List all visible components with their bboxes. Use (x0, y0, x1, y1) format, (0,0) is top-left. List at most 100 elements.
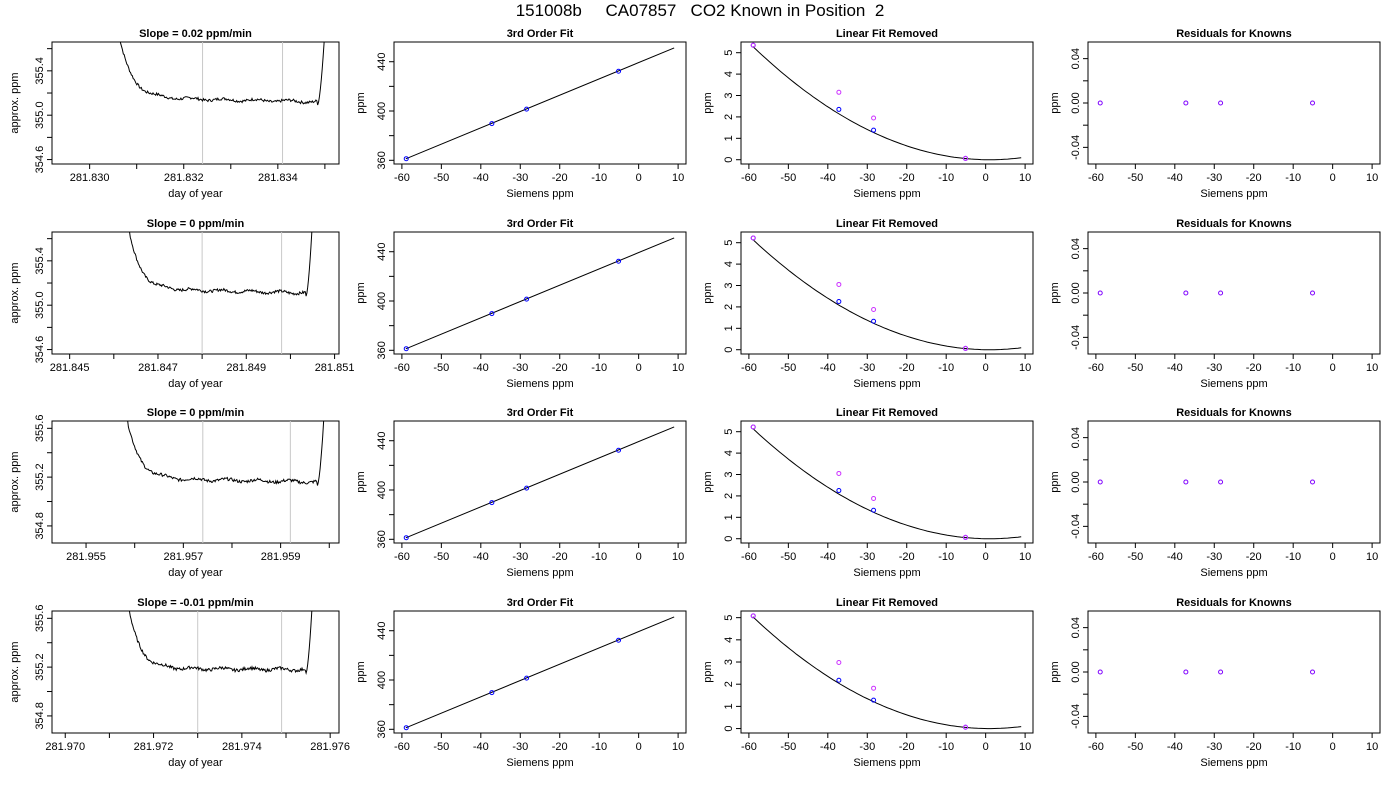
plot-frame (1087, 231, 1381, 355)
x-tick-label: -40 (473, 172, 489, 184)
plot-frame (740, 41, 1034, 165)
x-tick-label: -50 (433, 551, 449, 563)
x-tick-label: -40 (1167, 741, 1183, 753)
chart-panel: 3rd Order Fit -60 -50 -40 -30 -20 -10 0 10 360 400… (355, 407, 687, 579)
y-tick-label: 355.2 (34, 653, 46, 681)
x-tick-label: -40 (1167, 172, 1183, 184)
plot-frame (1087, 41, 1381, 165)
data-point (403, 156, 409, 162)
plot-frame (740, 610, 1034, 734)
y-tick-label: 354.6 (34, 146, 46, 174)
residual-point (1183, 669, 1189, 675)
x-tick-label: 10 (1366, 172, 1378, 184)
plot-area (1097, 290, 1316, 296)
x-tick-label: -40 (473, 551, 489, 563)
plot-area (750, 424, 1022, 540)
x-tick-label: -40 (820, 172, 836, 184)
y-axis-label: approx. ppm (9, 451, 21, 512)
chart-title: Linear Fit Removed (836, 28, 938, 40)
x-axis-label: Siemens ppm (1200, 757, 1267, 769)
x-tick-label: -60 (741, 172, 757, 184)
data-point (836, 470, 842, 476)
data-point (871, 685, 877, 691)
y-tick-label: 3 (723, 471, 735, 477)
plot-area (127, 421, 325, 543)
plot-area (1097, 479, 1316, 485)
y-tick-label: 5 (723, 240, 735, 246)
x-tick-label: 0 (636, 551, 642, 563)
data-point (524, 675, 530, 681)
x-axis-label: Siemens ppm (1200, 378, 1267, 390)
chart-title: Residuals for Knowns (1176, 28, 1292, 40)
x-tick-label: -20 (552, 362, 568, 374)
y-tick-label: 0.00 (1070, 471, 1082, 492)
plot-frame (393, 41, 687, 165)
x-tick-label: -60 (1088, 551, 1104, 563)
y-tick-label: 354.6 (34, 336, 46, 364)
y-tick-label: 355.6 (34, 605, 46, 633)
plot-area (750, 42, 1022, 161)
data-point (871, 318, 877, 324)
x-tick-label: -60 (1088, 172, 1104, 184)
x-tick-label: -60 (1088, 362, 1104, 374)
residual-point (1183, 290, 1189, 296)
data-point (489, 500, 495, 506)
y-axis-label: ppm (355, 92, 367, 113)
fit-line (405, 237, 675, 350)
y-tick-label: 355.6 (34, 415, 46, 443)
x-tick-label: -30 (1206, 362, 1222, 374)
x-tick-label: -10 (1285, 551, 1301, 563)
y-tick-label: 5 (723, 429, 735, 435)
chart-title: Slope = 0 ppm/min (147, 218, 245, 230)
x-tick-label: -10 (1285, 741, 1301, 753)
chart-panel: Residuals for Knowns -60 -50 -40 -30 -20 -10 0 1… (1049, 597, 1381, 769)
x-tick-label: -20 (552, 551, 568, 563)
x-tick-label: 10 (1366, 741, 1378, 753)
y-tick-label: 2 (723, 114, 735, 120)
plot-area (403, 237, 675, 352)
chart-title: Linear Fit Removed (836, 407, 938, 419)
y-axis-label: approx. ppm (9, 72, 21, 133)
x-axis-label: Siemens ppm (506, 757, 573, 769)
x-axis-label: day of year (168, 757, 223, 769)
y-tick-label: 360 (376, 530, 388, 548)
plot-frame (1087, 610, 1381, 734)
y-tick-label: 0.04 (1070, 427, 1082, 448)
plot-frame (393, 420, 687, 544)
x-tick-label: 0 (983, 551, 989, 563)
quadratic-curve (752, 46, 1022, 161)
x-tick-label: -50 (1127, 551, 1143, 563)
x-tick-label: 10 (1019, 362, 1031, 374)
x-tick-label: -10 (591, 172, 607, 184)
y-tick-label: 0.04 (1070, 617, 1082, 638)
plot-area (1097, 669, 1316, 675)
x-tick-label: -40 (820, 551, 836, 563)
y-axis-label: ppm (355, 282, 367, 303)
chart-title: Linear Fit Removed (836, 218, 938, 230)
x-tick-label: -50 (780, 551, 796, 563)
data-point (403, 346, 409, 352)
concentration-trace (128, 611, 313, 676)
y-axis-label: ppm (702, 282, 714, 303)
x-tick-label: -30 (512, 362, 528, 374)
x-tick-label: -30 (859, 551, 875, 563)
plot-frame (51, 231, 340, 355)
y-tick-label: 0.00 (1070, 661, 1082, 682)
x-tick-label: -30 (859, 741, 875, 753)
x-tick-label: 0 (636, 362, 642, 374)
y-axis-label: ppm (355, 471, 367, 492)
y-tick-label: 440 (376, 243, 388, 261)
x-tick-label: -50 (780, 741, 796, 753)
x-axis-label: Siemens ppm (506, 378, 573, 390)
x-tick-label: -10 (1285, 362, 1301, 374)
x-tick-label: -10 (938, 362, 954, 374)
x-tick-label: 0 (1330, 172, 1336, 184)
x-tick-label: -60 (394, 362, 410, 374)
y-tick-label: 355.0 (34, 291, 46, 319)
plot-area (129, 232, 313, 354)
data-point (871, 115, 877, 121)
x-tick-label: 0 (983, 362, 989, 374)
x-tick-label: 10 (1019, 551, 1031, 563)
x-tick-label: 281.974 (222, 741, 262, 753)
